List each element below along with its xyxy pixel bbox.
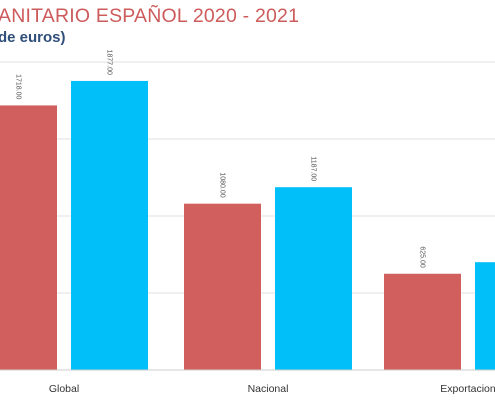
bar-nacional-series-1 bbox=[184, 203, 261, 370]
chart-subtitle: de euros) bbox=[0, 29, 66, 46]
x-tick-label: Exportacion bbox=[440, 383, 495, 395]
bar-exportacion-series-2 bbox=[475, 262, 495, 370]
data-labels: 1718.00 1080.00 625.00 1877.00 1187.00 bbox=[15, 50, 426, 268]
bars bbox=[0, 80, 495, 370]
data-label: 1080.00 bbox=[219, 172, 226, 197]
data-label: 1187.00 bbox=[310, 156, 317, 181]
data-label: 1718.00 bbox=[15, 74, 22, 99]
bar-global-series-1 bbox=[0, 105, 57, 370]
chart-title: ANITARIO ESPAÑOL 2020 - 2021 bbox=[0, 5, 300, 27]
bar-global-series-2 bbox=[71, 80, 148, 370]
x-tick-label: Nacional bbox=[248, 383, 289, 395]
bar-exportacion-series-1 bbox=[384, 273, 461, 370]
bar-nacional-series-2 bbox=[275, 187, 352, 370]
data-label: 1877.00 bbox=[106, 50, 113, 75]
x-tick-label: Global bbox=[49, 383, 79, 395]
x-tick-labels: Global Nacional Exportacion bbox=[49, 383, 495, 395]
data-label: 625.00 bbox=[419, 246, 426, 268]
